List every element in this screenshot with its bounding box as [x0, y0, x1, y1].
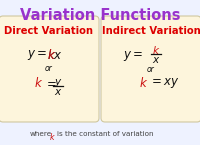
FancyBboxPatch shape	[0, 16, 99, 122]
Text: $k$: $k$	[139, 76, 148, 90]
Text: $y = $: $y = $	[123, 49, 143, 63]
Text: Indirect Variation: Indirect Variation	[102, 26, 200, 36]
Text: $k$: $k$	[49, 131, 55, 142]
Text: $y = $: $y = $	[27, 48, 47, 62]
Text: Direct Variation: Direct Variation	[4, 26, 94, 36]
Text: $=$: $=$	[44, 76, 57, 89]
Text: or: or	[45, 64, 53, 73]
Text: $x$: $x$	[54, 87, 62, 97]
Text: $k$: $k$	[34, 76, 43, 90]
Text: $k$: $k$	[47, 48, 56, 62]
Text: $y$: $y$	[54, 77, 62, 89]
Text: where: where	[30, 131, 52, 137]
Text: or: or	[147, 65, 155, 74]
Text: $k$: $k$	[152, 44, 160, 56]
Text: $kx$: $kx$	[47, 48, 63, 62]
Text: $x$: $x$	[152, 55, 160, 65]
FancyBboxPatch shape	[101, 16, 200, 122]
Text: Variation Functions: Variation Functions	[20, 8, 180, 23]
Text: is the constant of variation: is the constant of variation	[57, 131, 154, 137]
Text: $= xy$: $= xy$	[149, 76, 179, 90]
